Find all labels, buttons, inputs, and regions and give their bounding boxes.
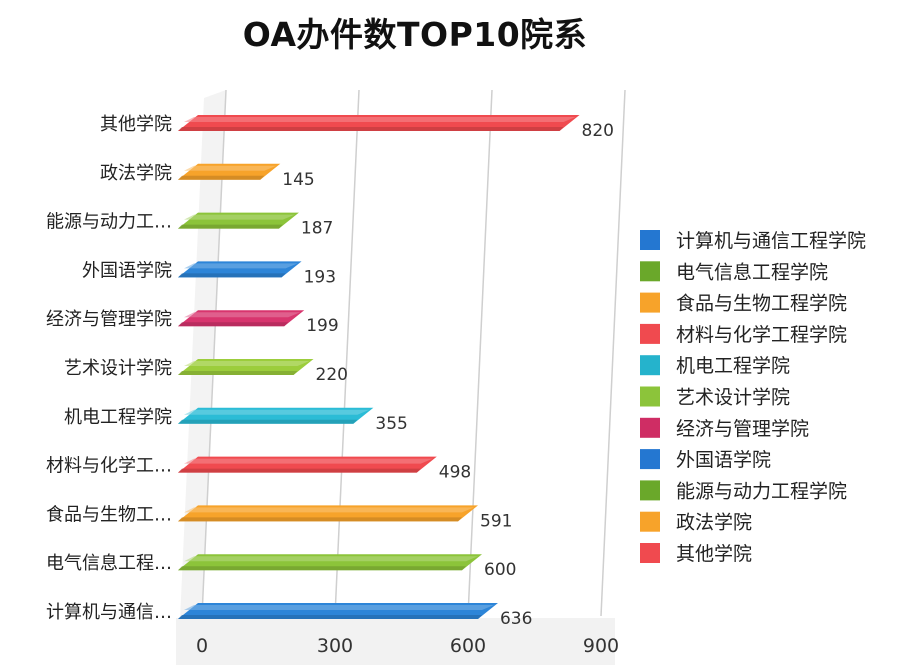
value-label: 355	[375, 414, 407, 434]
bar-shadow	[178, 371, 298, 375]
value-label: 636	[500, 609, 532, 629]
legend-label: 材料与化学工程学院	[676, 324, 847, 346]
legend-label: 能源与动力工程学院	[676, 480, 847, 502]
value-label: 193	[304, 267, 336, 287]
category-label: 其他学院	[100, 114, 172, 135]
legend-swatch	[640, 449, 660, 470]
value-label: 591	[480, 511, 512, 531]
bar-highlight	[184, 458, 433, 464]
bar-shadow	[178, 468, 421, 473]
x-tick-label: 600	[450, 635, 486, 657]
category-label: 机电工程学院	[64, 407, 172, 428]
x-gridline	[334, 89, 360, 617]
legend-label: 政法学院	[676, 512, 752, 534]
category-label: 政法学院	[100, 163, 172, 184]
value-label: 145	[282, 170, 314, 190]
bar-highlight	[184, 507, 475, 513]
plot-back-wall	[202, 90, 625, 608]
value-label: 820	[582, 121, 614, 141]
bar-shadow	[178, 322, 289, 327]
legend-label: 外国语学院	[676, 449, 771, 471]
value-label: 220	[316, 365, 348, 385]
x-gridline	[600, 89, 626, 617]
legend-label: 经济与管理学院	[676, 418, 809, 440]
value-label: 199	[306, 316, 338, 336]
value-label: 600	[484, 560, 516, 580]
bar-shadow	[178, 175, 265, 180]
bar-shadow	[178, 566, 466, 571]
bar-shadow	[178, 273, 286, 278]
legend-swatch	[640, 543, 660, 563]
legend-swatch	[640, 230, 660, 250]
bar-highlight	[184, 165, 277, 171]
bar-highlight	[184, 409, 370, 415]
legend-label: 艺术设计学院	[676, 387, 790, 409]
bar-highlight	[184, 214, 295, 220]
category-label: 电气信息工程…	[46, 553, 172, 574]
legend-label: 其他学院	[676, 543, 752, 565]
legend-label: 电气信息工程学院	[676, 261, 828, 283]
x-axis-floor	[176, 618, 615, 665]
legend-swatch	[640, 417, 660, 438]
legend-swatch	[640, 292, 660, 313]
legend-swatch	[640, 511, 660, 532]
legend-label: 计算机与通信工程学院	[676, 230, 866, 252]
value-label: 498	[439, 463, 471, 483]
category-label: 食品与生物工…	[46, 504, 172, 525]
legend-swatch	[640, 480, 660, 501]
bar-shadow	[178, 615, 482, 619]
category-label: 外国语学院	[82, 260, 172, 281]
legend-swatch	[640, 261, 660, 282]
x-tick-label: 300	[317, 635, 353, 657]
bar-highlight	[184, 605, 494, 610]
category-label: 材料与化学工…	[46, 456, 172, 477]
bar-highlight	[184, 117, 576, 122]
bar-shadow	[178, 127, 564, 131]
category-label: 能源与动力工…	[46, 212, 172, 233]
bar-highlight	[184, 263, 298, 269]
category-label: 经济与管理学院	[46, 309, 172, 330]
bar-highlight	[184, 312, 301, 318]
x-tick-label: 0	[196, 635, 208, 657]
value-label: 187	[301, 219, 333, 239]
bar-shadow	[178, 517, 463, 522]
category-label: 计算机与通信…	[46, 602, 172, 623]
legend-swatch	[640, 323, 660, 344]
legend-swatch	[640, 386, 660, 407]
bar-highlight	[184, 556, 478, 562]
category-label: 艺术设计学院	[64, 358, 172, 379]
legend-label: 食品与生物工程学院	[676, 293, 847, 315]
x-gridline	[467, 89, 493, 617]
x-tick-label: 900	[583, 635, 619, 657]
bar-shadow	[178, 224, 283, 229]
chart-title: OA办件数TOP10院系	[242, 15, 588, 54]
legend-swatch	[640, 355, 660, 376]
bar-shadow	[178, 419, 358, 424]
legend-label: 机电工程学院	[676, 355, 790, 377]
bar-highlight	[184, 361, 310, 366]
